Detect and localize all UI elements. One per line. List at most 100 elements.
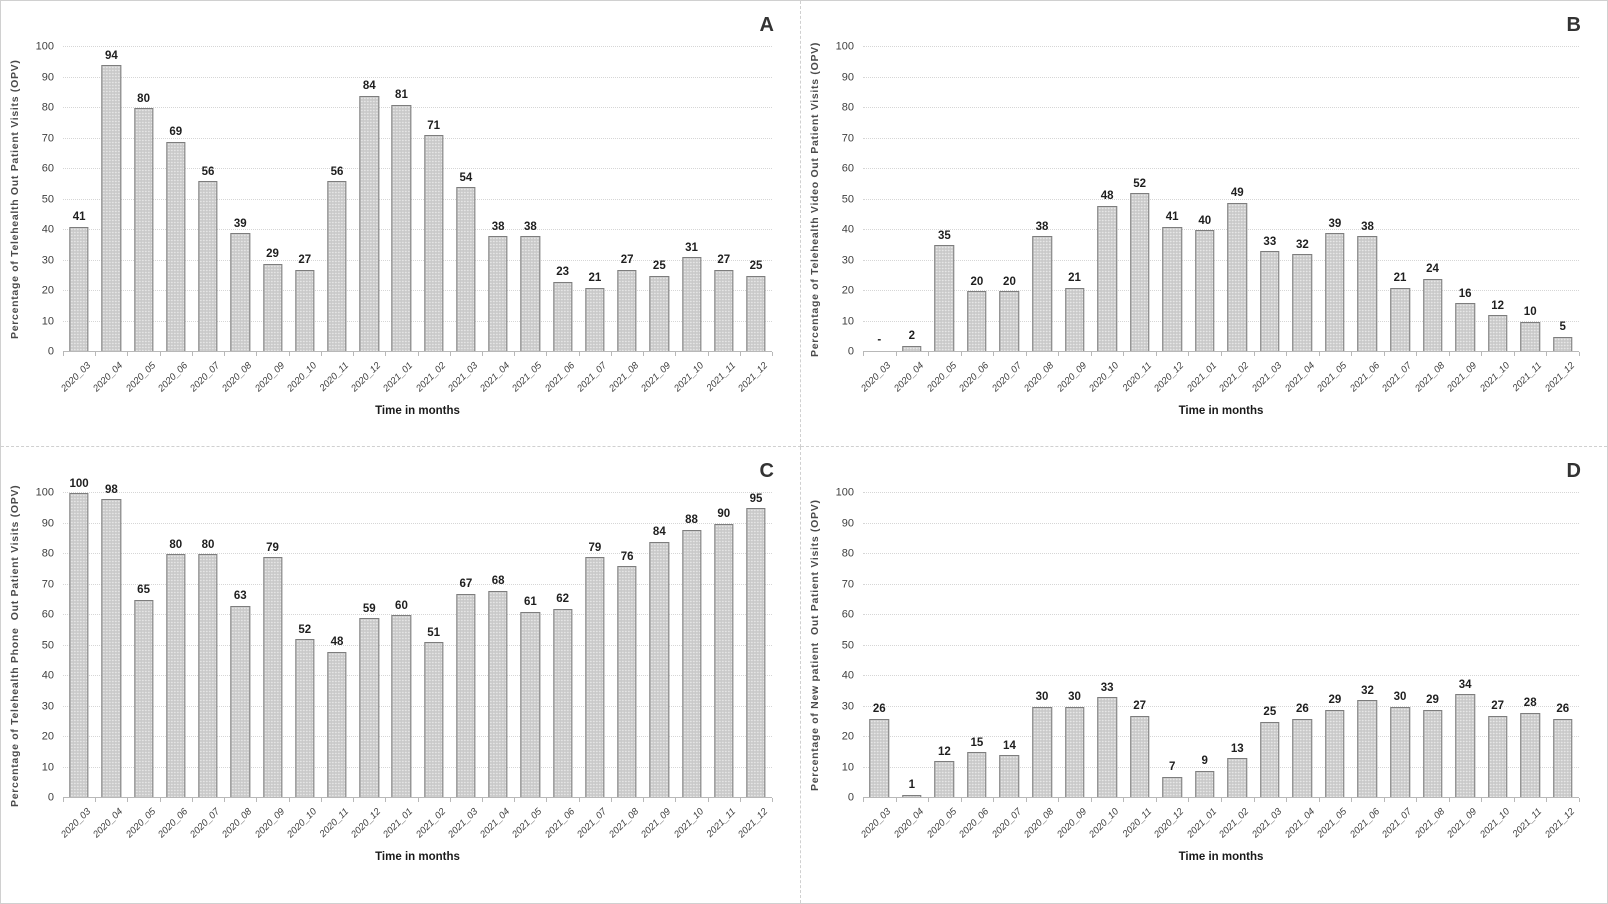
category-label: 2021_07 xyxy=(1380,360,1415,395)
bar xyxy=(69,226,89,352)
bar xyxy=(424,135,444,352)
bar-column: 21 xyxy=(1384,47,1417,352)
bar-column: 88 xyxy=(675,493,707,798)
x-axis-tick xyxy=(928,798,930,802)
bar xyxy=(1487,315,1508,352)
gridline xyxy=(863,259,1579,261)
bar-column: 52 xyxy=(289,493,321,798)
bar xyxy=(1064,706,1085,798)
gridline xyxy=(863,644,1579,646)
category-label: 2020_11 xyxy=(317,806,352,840)
category-label: 2020_12 xyxy=(349,360,384,395)
gridline xyxy=(63,614,772,615)
category-label: 2020_04 xyxy=(892,806,927,841)
category-label: 2021_03 xyxy=(1250,360,1285,395)
x-axis-tick xyxy=(1416,798,1418,802)
x-axis-tick xyxy=(1383,798,1385,802)
x-axis-tick xyxy=(353,798,355,802)
bar-value-label: 39 xyxy=(1328,217,1342,230)
bar-column: 68 xyxy=(482,493,514,798)
category-label: 2020_10 xyxy=(1087,806,1122,841)
category-label: 2020_09 xyxy=(252,360,287,395)
gridline xyxy=(863,320,1579,322)
category-label: 2021_09 xyxy=(1445,806,1480,841)
x-axis-tick xyxy=(224,352,226,356)
gridline xyxy=(863,290,1579,291)
bar xyxy=(295,639,315,798)
bar xyxy=(166,141,186,352)
bar-column: 90 xyxy=(708,493,740,798)
bar-value-label: 27 xyxy=(717,254,731,267)
bar-value-label: 27 xyxy=(620,254,634,267)
x-axis-tick xyxy=(385,798,387,802)
x-axis-tick xyxy=(707,352,709,356)
category-labels: 2020_03 2020_04 2020_05 2020_06 2020_07 2020_… xyxy=(859,802,1579,852)
bar xyxy=(1194,770,1215,798)
bar-value-label: 5 xyxy=(1559,321,1566,334)
bar-column: 63 xyxy=(224,493,256,798)
bar-value-label: 32 xyxy=(1295,238,1309,251)
category-labels: 2020_03 2020_04 2020_05 2020_06 2020_07 2020_… xyxy=(59,356,772,406)
x-axis-tick xyxy=(320,798,322,802)
bar-value-label: 21 xyxy=(1393,272,1407,285)
x-axis-tick xyxy=(739,798,741,802)
bar-column: 21 xyxy=(579,47,611,352)
bar-column: 16 xyxy=(1449,47,1482,352)
bar-value-label: 62 xyxy=(556,593,570,606)
bar-columns: 26 1 12 15 14 30 30 33 27 7 9 13 25 26 29 32 30 29 34 27 28 2… xyxy=(863,493,1579,798)
bar xyxy=(359,618,379,798)
x-axis-tick xyxy=(288,798,290,802)
bar xyxy=(1292,254,1313,352)
bar-column: 39 xyxy=(224,47,256,352)
bar-column: 32 xyxy=(1351,493,1384,798)
category-label: 2021_02 xyxy=(413,360,448,395)
category-label: 2021_04 xyxy=(478,806,513,841)
bar-value-label: 7 xyxy=(1168,761,1176,774)
bar-column: - xyxy=(863,47,896,352)
bar xyxy=(1227,202,1248,352)
y-tick-label: 40 xyxy=(41,669,54,682)
y-tick-label: 80 xyxy=(41,101,54,114)
bar-column: 38 xyxy=(514,47,546,352)
y-tick-label: 10 xyxy=(41,761,54,773)
category-label: 2020_08 xyxy=(220,360,255,395)
x-axis-tick xyxy=(1546,798,1548,802)
gridline xyxy=(863,492,1579,493)
x-axis-tick xyxy=(1188,352,1190,356)
bar-column: 25 xyxy=(643,47,675,352)
x-axis-tick xyxy=(772,798,773,802)
category-label: 2020_03 xyxy=(859,360,894,395)
bar xyxy=(295,269,315,352)
bar xyxy=(101,499,122,798)
plot-area: 0 10 20 30 40 50 60 70 80 90 100 41 94 80 69 56 39 29 27 56… xyxy=(36,41,773,357)
bar xyxy=(1357,236,1378,352)
x-axis-ticks xyxy=(63,798,773,802)
x-axis-tick xyxy=(1318,352,1320,356)
y-tick-label: 60 xyxy=(841,162,854,175)
bar xyxy=(166,554,186,798)
bar xyxy=(1227,758,1248,798)
bar xyxy=(746,275,766,352)
x-axis-tick xyxy=(643,352,645,356)
category-label: 2020_07 xyxy=(989,806,1024,841)
bar xyxy=(1162,776,1182,798)
x-axis-tick xyxy=(417,798,419,802)
category-label: 2021_08 xyxy=(1412,806,1447,841)
bar-column: 69 xyxy=(160,47,192,352)
category-label: 2021_04 xyxy=(1282,806,1317,841)
y-tick-label: 0 xyxy=(47,345,54,358)
y-tick-label: 20 xyxy=(841,730,854,743)
bar-value-label: 25 xyxy=(652,260,666,273)
category-label: 2021_03 xyxy=(446,806,480,841)
y-tick-label: 10 xyxy=(41,315,54,327)
y-tick-label: 70 xyxy=(841,578,854,590)
panel-letter: C xyxy=(759,460,774,482)
category-label: 2021_05 xyxy=(1315,806,1350,841)
category-label: 2020_10 xyxy=(284,360,319,395)
x-axis-tick xyxy=(610,352,612,356)
y-tick-label: 40 xyxy=(841,669,854,682)
x-axis-tick xyxy=(95,352,97,356)
gridline xyxy=(63,107,772,108)
x-axis-tick xyxy=(739,352,741,356)
category-label: 2020_03 xyxy=(859,806,894,841)
